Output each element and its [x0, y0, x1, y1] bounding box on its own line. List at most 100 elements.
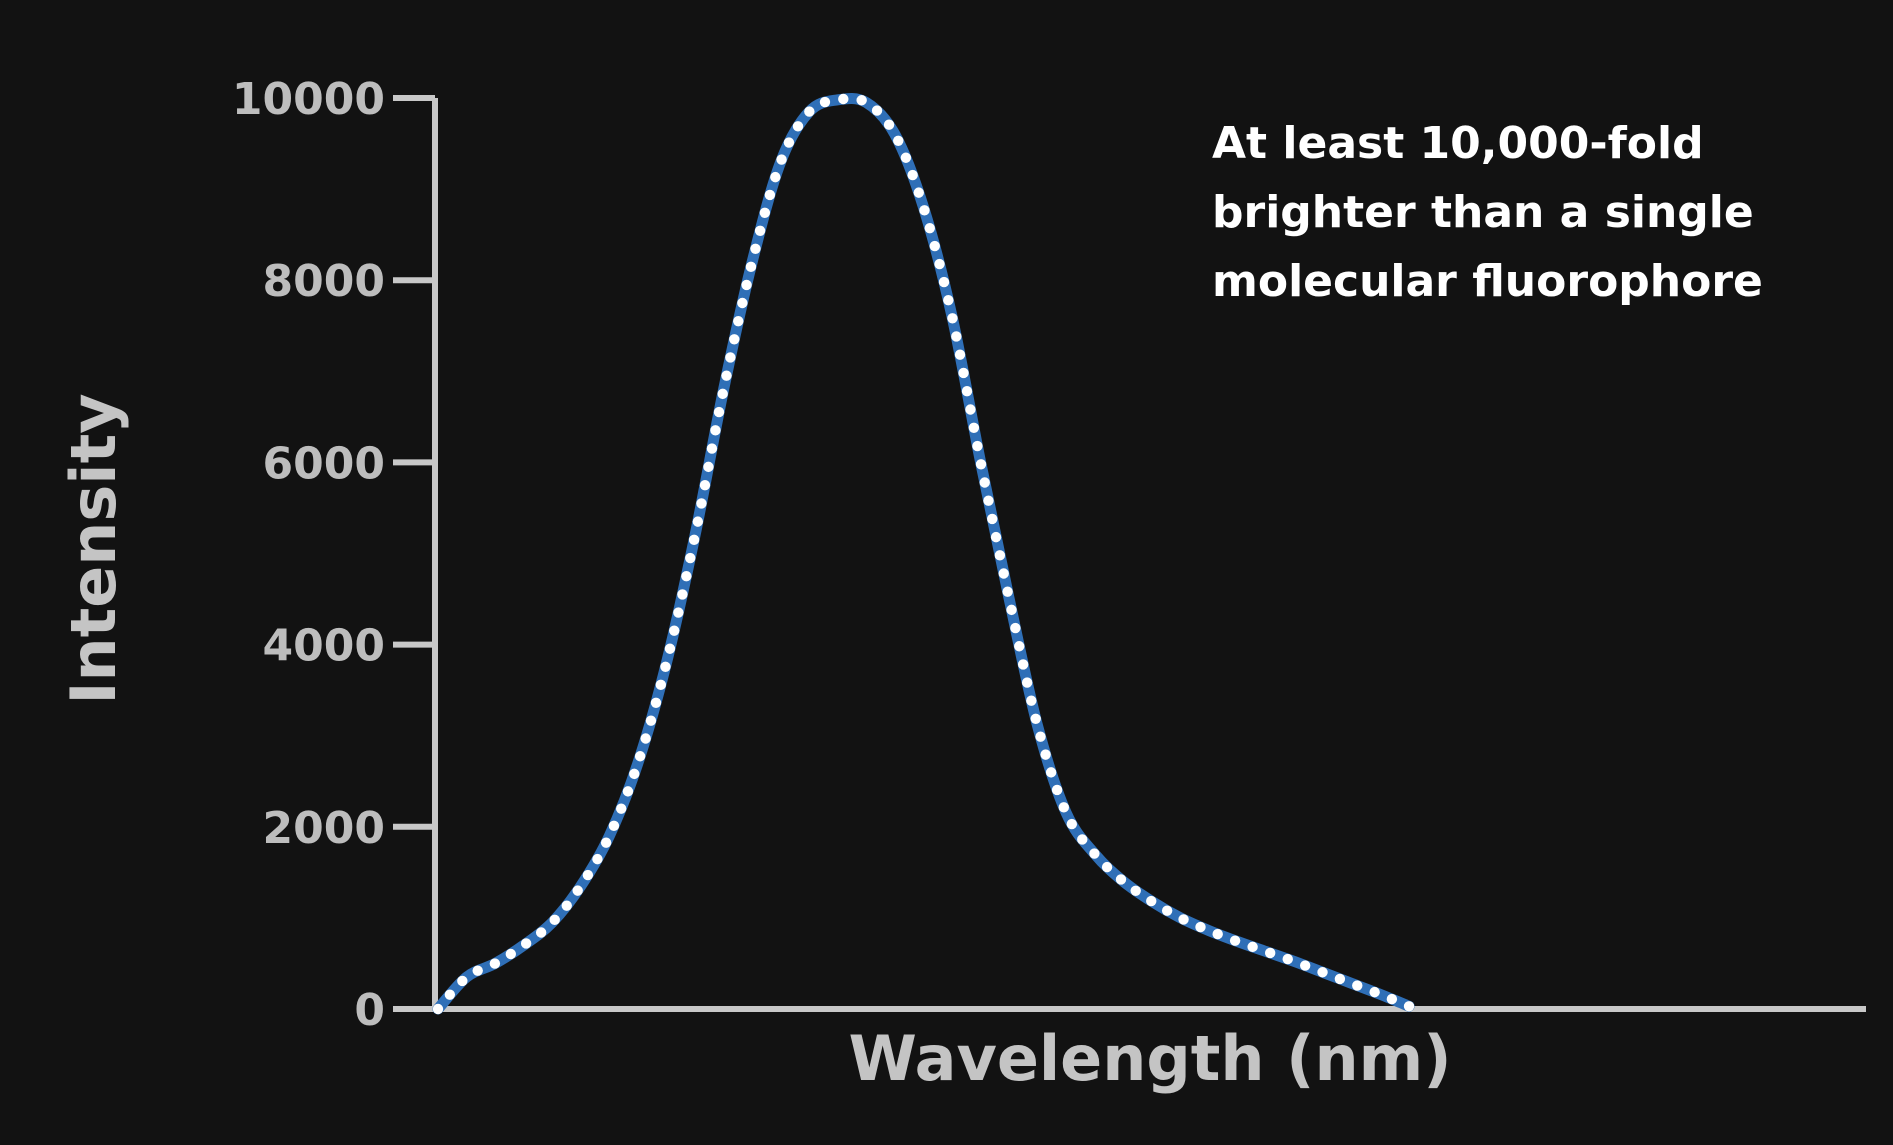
spectrum-point	[983, 495, 994, 506]
spectrum-point	[958, 367, 969, 379]
y-tick-label-8000: 8000	[263, 256, 385, 307]
spectrum-point	[677, 589, 688, 600]
spectrum-point	[979, 477, 990, 488]
spectrum-point	[1161, 905, 1173, 916]
spectrum-point	[640, 733, 651, 744]
spectrum-point	[505, 948, 517, 960]
spectrum-point	[472, 965, 483, 976]
spectrum-point	[1089, 848, 1100, 859]
spectrum-point	[990, 531, 1002, 543]
spectrum-point	[856, 95, 867, 106]
spectrum-point	[776, 154, 787, 165]
y-tick-label-4000: 4000	[263, 621, 385, 672]
spectrum-point	[819, 96, 831, 108]
spectrum-point	[893, 135, 904, 146]
spectrum-point	[664, 643, 676, 654]
spectrum-point	[1006, 604, 1017, 616]
y-tick-label-6000: 6000	[263, 438, 385, 489]
spectrum-point	[1045, 767, 1057, 778]
spectrum-point	[535, 927, 547, 938]
spectrum-point	[965, 404, 976, 415]
spectrum-point	[650, 697, 662, 708]
spectrum-point	[681, 571, 692, 582]
spectrum-point	[883, 119, 895, 130]
spectrum-point	[706, 443, 718, 454]
spectrum-point	[1058, 802, 1070, 813]
spectrum-point	[737, 297, 748, 309]
spectrum-point	[972, 440, 983, 452]
spectrum-point	[615, 803, 627, 814]
spectrum-point	[998, 568, 1009, 579]
annotation-line-1: At least 10,000-fold	[1212, 118, 1704, 169]
spectrum-point	[913, 187, 924, 198]
spectrum-point	[987, 513, 998, 525]
spectrum-point	[1299, 960, 1311, 971]
y-ticks: 0 2000 4000 6000 8000 10000	[232, 74, 435, 1036]
spectrum-point	[924, 222, 935, 234]
spectrum-point	[444, 989, 456, 1000]
spectrum-point	[688, 534, 700, 546]
spectrum-point	[634, 751, 646, 762]
spectrum-point	[1212, 928, 1223, 940]
spectrum-point	[741, 279, 752, 291]
spectrum-point	[919, 205, 930, 216]
spectrum-point	[764, 189, 776, 201]
spectrum-point	[954, 349, 966, 360]
spectrum-point	[994, 550, 1006, 561]
spectrum-point	[975, 459, 987, 470]
spectrum-point	[1101, 861, 1113, 873]
spectrum-point	[572, 885, 583, 896]
annotation-text: At least 10,000-fold brighter than a sin…	[1212, 118, 1769, 307]
spectrum-point	[1115, 874, 1127, 885]
spectrum-point	[696, 498, 707, 509]
annotation-line-2: brighter than a single	[1212, 187, 1754, 238]
spectrum-point	[838, 93, 849, 105]
spectrum-point	[660, 661, 671, 673]
spectrum-point	[673, 607, 684, 618]
spectrum-point	[1247, 941, 1258, 953]
spectrum-point	[792, 121, 804, 132]
spectrum-point	[622, 786, 634, 797]
spectrum-point	[961, 386, 973, 397]
spectrum-point	[907, 169, 918, 181]
spectrum-point	[561, 900, 572, 911]
y-axis-title: Intensity	[57, 393, 130, 704]
spectrum-point	[934, 258, 945, 270]
spectrum-point	[600, 837, 612, 848]
spectrum-point	[1264, 947, 1276, 959]
spectrum-point	[943, 294, 954, 306]
spectrum-point	[699, 479, 711, 491]
spectrum-point	[929, 240, 940, 252]
spectrum-point	[1035, 731, 1046, 742]
spectrum-point	[968, 422, 980, 433]
y-tick-label-0: 0	[354, 985, 385, 1036]
spectrum-point	[725, 352, 736, 363]
spectrum-point	[1146, 895, 1157, 907]
spectrum-point	[1403, 1001, 1415, 1012]
spectrum-point	[608, 820, 620, 832]
spectrum-point	[1030, 713, 1041, 724]
spectrum-point	[713, 406, 725, 418]
spectrum-point	[582, 869, 594, 881]
spectrum-point	[745, 261, 757, 273]
spectrum-line	[432, 92, 1415, 1015]
spectrum-point	[1014, 641, 1025, 652]
spectrum-point	[721, 370, 732, 381]
spectrum-point	[1040, 749, 1051, 760]
spectrum-point	[1352, 980, 1363, 991]
spectrum-point	[871, 105, 883, 116]
spectrum-point	[750, 243, 761, 254]
spectrum-point	[549, 914, 560, 926]
spectrum-point	[710, 425, 721, 436]
spectrum-point	[1369, 986, 1380, 998]
spectrum-point	[754, 225, 766, 236]
spectrum-point	[1002, 586, 1013, 597]
spectrum-point	[685, 552, 696, 564]
spectrum-point	[1178, 914, 1189, 925]
spectrum-point	[729, 334, 740, 345]
spectrum-point	[1386, 993, 1398, 1005]
spectrum-point	[645, 715, 657, 726]
spectrum-point	[1051, 784, 1063, 796]
